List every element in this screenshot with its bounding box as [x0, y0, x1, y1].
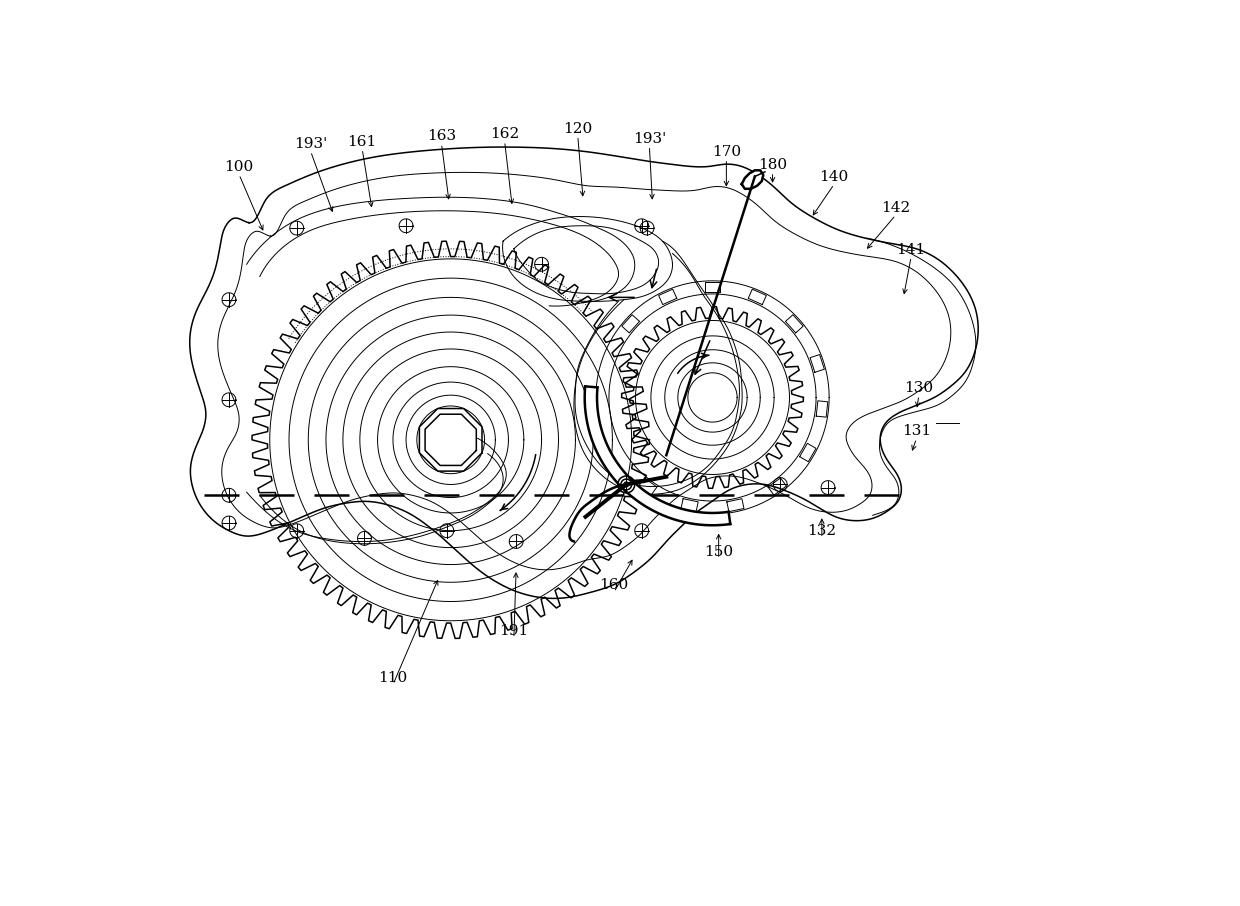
Text: 140: 140 [820, 170, 849, 184]
Text: 120: 120 [563, 121, 593, 136]
Polygon shape [742, 170, 764, 188]
Text: 161: 161 [347, 135, 377, 149]
Text: 160: 160 [599, 578, 629, 593]
Text: 130: 130 [904, 381, 934, 395]
Polygon shape [585, 386, 730, 525]
Text: 100: 100 [224, 160, 253, 174]
Text: 170: 170 [712, 145, 742, 159]
Text: 193': 193' [294, 137, 327, 151]
Text: 150: 150 [704, 545, 733, 559]
Text: 131: 131 [901, 424, 931, 439]
Text: 141: 141 [897, 243, 926, 256]
Text: 162: 162 [490, 127, 520, 141]
Text: 142: 142 [882, 201, 910, 215]
Text: 110: 110 [378, 670, 408, 685]
Text: 163: 163 [427, 130, 456, 143]
Text: 191: 191 [500, 624, 528, 639]
Text: 193': 193' [632, 131, 666, 146]
Text: 180: 180 [758, 158, 787, 172]
Text: 132: 132 [807, 525, 837, 538]
